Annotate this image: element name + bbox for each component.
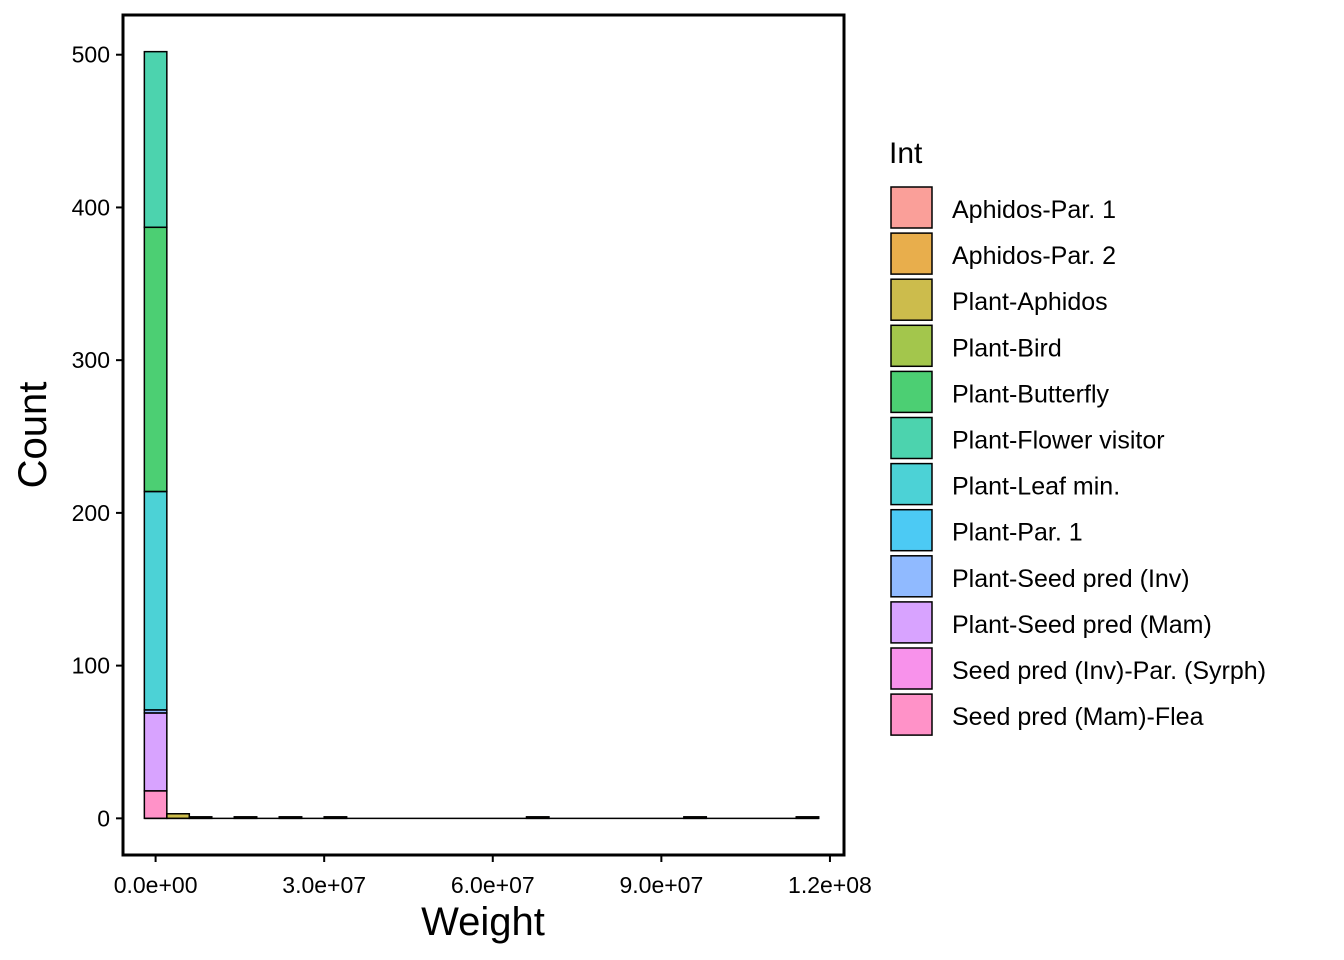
legend-item: Seed pred (Mam)-Flea — [890, 693, 1204, 736]
histogram-bar-segment — [278, 816, 303, 820]
legend-key-swatch — [890, 693, 933, 736]
legend-key-swatch — [890, 324, 933, 368]
legend-key-swatch — [890, 278, 933, 321]
legend-label: Plant-Aphidos — [952, 288, 1108, 316]
x-tick-label: 3.0e+07 — [282, 872, 366, 898]
legend-item: Aphidos-Par. 2 — [890, 232, 1116, 275]
legend-key-swatch — [890, 555, 933, 598]
legend-item: Plant-Butterfly — [890, 370, 1110, 414]
y-tick-label: 0 — [97, 805, 110, 831]
x-tick-label: 0.0e+00 — [114, 872, 198, 898]
legend-key-swatch — [890, 462, 933, 506]
histogram-bar-segment — [323, 816, 348, 820]
legend-item: Plant-Flower visitor — [890, 416, 1165, 460]
x-tick-label: 6.0e+07 — [451, 872, 535, 898]
legend-label: Plant-Seed pred (Mam) — [952, 611, 1212, 639]
histogram-bar-segment — [233, 816, 258, 820]
legend-item: Plant-Seed pred (Mam) — [890, 601, 1212, 644]
y-axis-title: Count — [11, 382, 55, 489]
legend-key-swatch — [890, 416, 933, 460]
legend-label: Aphidos-Par. 2 — [952, 242, 1116, 270]
y-axis: 0 100 200 300 400 500 — [72, 42, 123, 831]
legend-label: Plant-Butterfly — [952, 380, 1110, 408]
legend-items: Aphidos-Par. 1 Aphidos-Par. 2 Plant-Aphido… — [890, 186, 1266, 736]
histogram-bar-segment — [143, 712, 168, 792]
legend-key-swatch — [890, 370, 933, 414]
legend-item: Seed pred (Inv)-Par. (Syrph) — [890, 647, 1266, 690]
legend-title: Int — [889, 137, 923, 170]
legend-key-swatch — [890, 232, 933, 275]
legend-key-swatch — [890, 601, 933, 644]
legend: Int Aphidos-Par. 1 Aphidos-Par. 2 Plant-Ap… — [889, 137, 1266, 736]
legend-item: Aphidos-Par. 1 — [890, 186, 1116, 229]
y-tick-label: 100 — [72, 653, 110, 679]
y-tick-label: 400 — [72, 194, 110, 220]
legend-key-swatch — [890, 186, 933, 229]
plot-panel-border — [121, 13, 846, 857]
x-axis: 0.0e+00 3.0e+07 6.0e+07 9.0e+07 1.2e+08 — [114, 855, 872, 898]
legend-label: Seed pred (Mam)-Flea — [952, 703, 1204, 731]
y-tick-label: 300 — [72, 347, 110, 373]
legend-label: Seed pred (Inv)-Par. (Syrph) — [952, 657, 1266, 685]
legend-label: Plant-Bird — [952, 334, 1062, 362]
histogram-bar-segment — [143, 50, 168, 229]
legend-item: Plant-Bird — [890, 324, 1062, 368]
histogram-bar-segment — [143, 226, 168, 493]
histogram-bar-segment — [795, 816, 820, 820]
histogram-bar-segment — [188, 816, 213, 820]
histogram-bar-segment — [166, 813, 191, 820]
x-axis-title: Weight — [421, 900, 545, 944]
histogram-bar-segment — [683, 816, 708, 820]
legend-item: Plant-Aphidos — [890, 278, 1108, 321]
legend-key-swatch — [890, 508, 933, 552]
legend-item: Plant-Leaf min. — [890, 462, 1120, 506]
histogram-bar-segment — [143, 490, 168, 711]
x-tick-label: 9.0e+07 — [619, 872, 703, 898]
legend-label: Plant-Leaf min. — [952, 473, 1120, 501]
legend-label: Plant-Seed pred (Inv) — [952, 565, 1190, 593]
y-tick-label: 200 — [72, 500, 110, 526]
x-tick-label: 1.2e+08 — [788, 872, 872, 898]
legend-label: Plant-Par. 1 — [952, 519, 1083, 547]
legend-item: Plant-Par. 1 — [890, 508, 1083, 552]
legend-key-swatch — [890, 647, 933, 690]
histogram-bar-segment — [143, 790, 168, 820]
legend-item: Plant-Seed pred (Inv) — [890, 555, 1190, 598]
y-tick-label: 500 — [72, 42, 110, 68]
legend-label: Aphidos-Par. 1 — [952, 196, 1116, 224]
bars-layer — [143, 50, 820, 820]
histogram-bar-segment — [525, 816, 550, 820]
legend-label: Plant-Flower visitor — [952, 427, 1165, 455]
